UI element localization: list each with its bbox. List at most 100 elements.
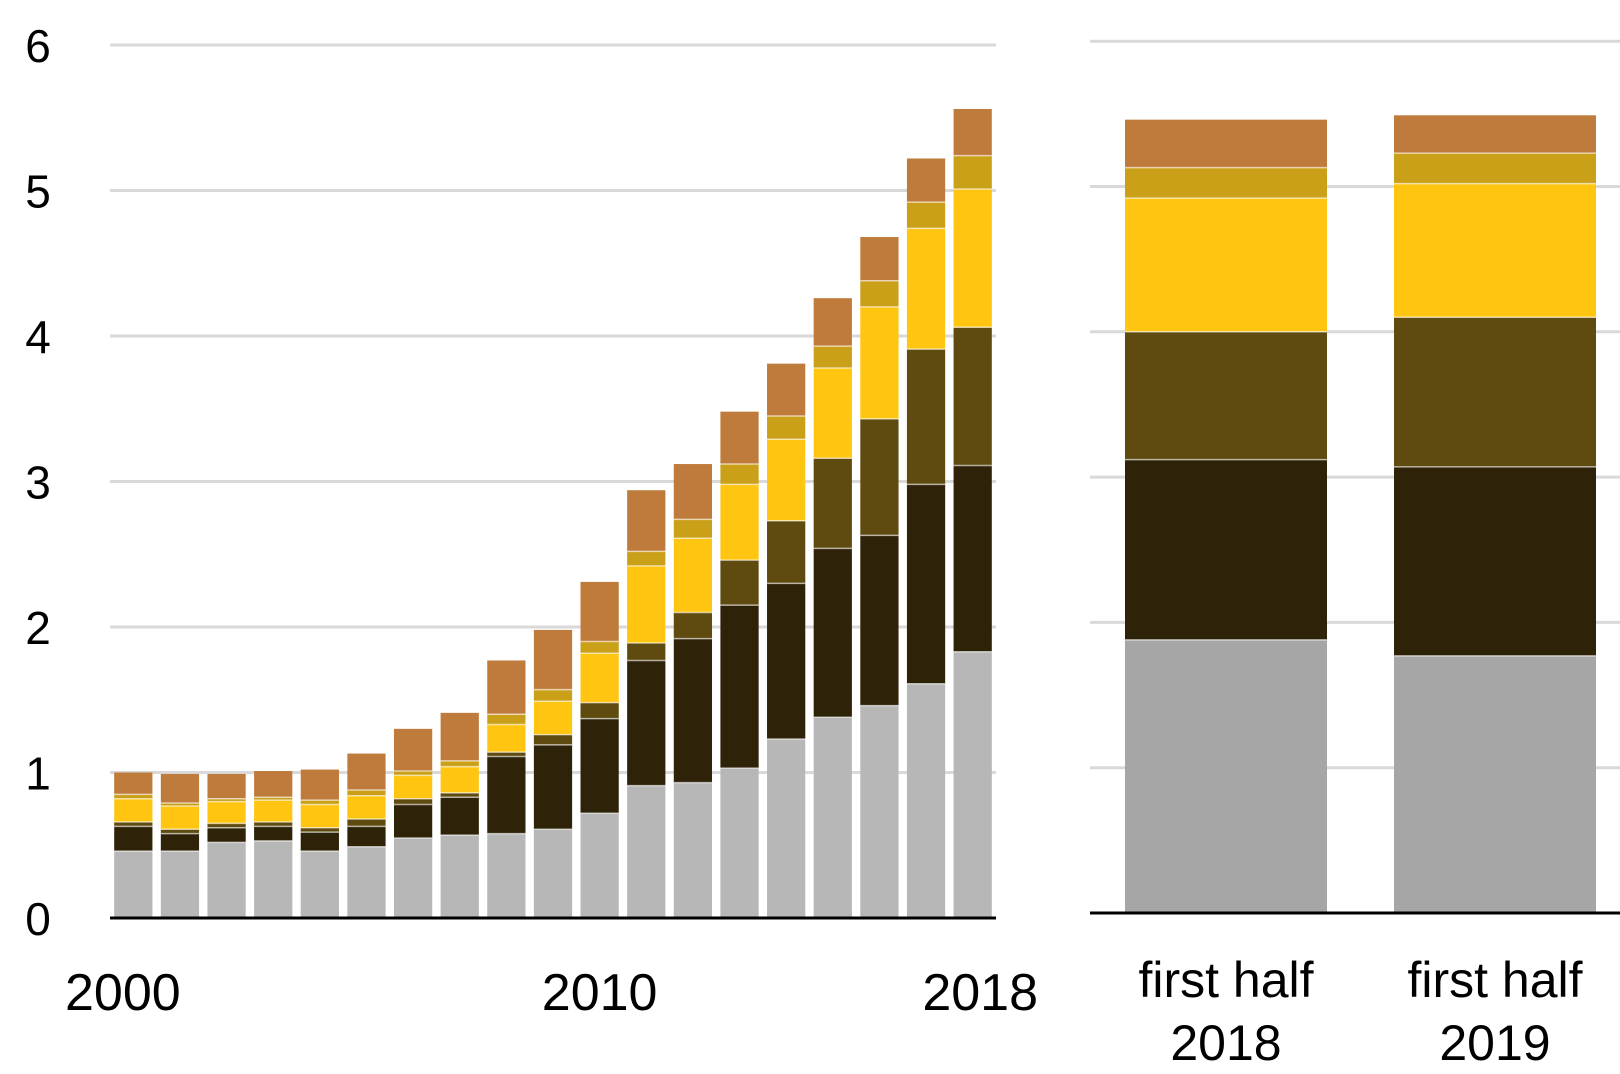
bar-segment	[533, 689, 573, 702]
bar-segment	[627, 565, 666, 644]
bar-segment	[393, 771, 433, 776]
x-tick-label: 2018	[922, 964, 1038, 1022]
y-tick-label: 0	[25, 893, 51, 945]
bar-segment	[813, 346, 852, 369]
bar-segment	[953, 651, 992, 918]
y-tick-label: 4	[25, 311, 51, 363]
bar-segment	[440, 835, 479, 918]
bar-segment	[347, 789, 386, 796]
bar-segment	[1125, 459, 1327, 640]
bar-segment	[813, 298, 852, 347]
bar-segment	[300, 851, 339, 918]
bar-segment	[393, 798, 433, 805]
bar-segment	[767, 739, 806, 918]
x-tick-label: first half	[1407, 952, 1582, 1008]
bar-segment	[300, 800, 339, 805]
x-tick-label: 2018	[1170, 1015, 1281, 1069]
bar-segment	[440, 712, 479, 761]
bar-segment	[393, 775, 433, 799]
bar-segment	[440, 797, 479, 836]
bar-segment	[347, 795, 386, 820]
bar-segment	[953, 465, 992, 652]
bar-segment	[813, 368, 852, 459]
bar-segment	[487, 756, 526, 834]
bar-segment	[533, 629, 573, 690]
bar-segment	[860, 237, 899, 281]
bar-segment	[767, 439, 806, 521]
bar-segment	[114, 772, 153, 795]
bar-segment	[580, 718, 619, 814]
bar-segment	[393, 728, 433, 772]
bar-segment	[533, 829, 573, 918]
bar-segment	[1394, 115, 1596, 154]
bar-segment	[347, 826, 386, 847]
bar-segment	[487, 714, 526, 725]
bar-segment	[207, 842, 246, 918]
bar-segment	[953, 155, 992, 190]
bar-segment	[627, 643, 666, 661]
bar-segment	[160, 803, 200, 806]
bar-segment	[207, 827, 246, 843]
bar-segment	[114, 794, 153, 799]
bar-segment	[487, 660, 526, 715]
bar-segment	[720, 768, 759, 918]
bar-segment	[254, 771, 293, 798]
x-tick-label: 2010	[542, 964, 658, 1022]
bar-segment	[720, 560, 759, 606]
bar-segment	[533, 701, 573, 735]
bar-segment	[160, 773, 200, 804]
bar-segment	[487, 724, 526, 753]
bar-segment	[906, 349, 946, 485]
bar-segment	[300, 769, 339, 801]
bar-segment	[860, 306, 899, 419]
bar-segment	[160, 851, 200, 918]
bar-segment	[347, 753, 386, 790]
y-tick-label: 6	[25, 20, 51, 72]
bar-segment	[673, 519, 713, 539]
bar-segment	[1125, 331, 1327, 460]
bar-segment	[254, 800, 293, 822]
bar-segment	[440, 792, 479, 798]
bar-segment	[1394, 466, 1596, 656]
bar-segment	[813, 548, 852, 718]
bar-segment	[953, 109, 992, 156]
bar-segment	[207, 798, 246, 802]
bar-segment	[767, 583, 806, 740]
bar-segment	[906, 158, 946, 203]
bar-segment	[720, 484, 759, 561]
bar-segment	[673, 782, 713, 918]
bar-segment	[160, 833, 200, 852]
bar-segment	[393, 804, 433, 838]
bar-segment	[1125, 119, 1327, 168]
bar-segment	[1125, 639, 1327, 913]
bar-segment	[533, 744, 573, 830]
bar-segment	[1394, 153, 1596, 184]
bar-segment	[114, 798, 153, 822]
bar-segment	[1125, 198, 1327, 332]
bar-segment	[580, 653, 619, 703]
bar-segment	[160, 805, 200, 830]
bar-segment	[487, 752, 526, 757]
bar-segment	[393, 837, 433, 918]
bar-segment	[1394, 655, 1596, 913]
bar-segment	[813, 458, 852, 549]
bar-segment	[720, 605, 759, 769]
bar-segment	[580, 581, 619, 642]
bar-segment	[767, 363, 806, 417]
bar-segment	[254, 826, 293, 841]
bar-segment	[720, 464, 759, 485]
bar-segment	[906, 228, 946, 350]
bar-segment	[767, 520, 806, 584]
bar-segment	[440, 760, 479, 767]
bar-segment	[580, 702, 619, 719]
bar-segment	[207, 823, 246, 828]
bar-segment	[254, 840, 293, 918]
bar-segment	[160, 829, 200, 834]
bar-segment	[580, 641, 619, 654]
bar-segment	[860, 535, 899, 706]
bar-segment	[627, 660, 666, 786]
bar-segment	[487, 833, 526, 918]
bar-segment	[673, 464, 713, 520]
